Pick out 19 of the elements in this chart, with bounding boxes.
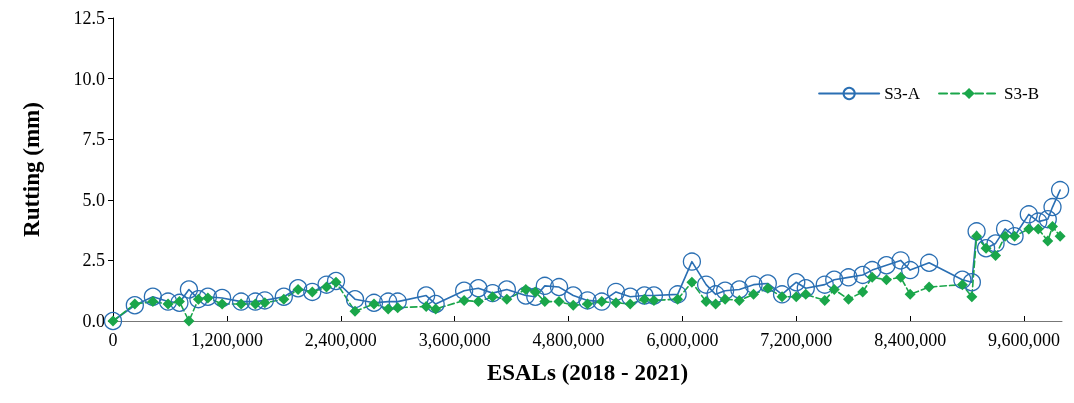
x-tick-label: 9,600,000 — [988, 330, 1061, 350]
y-tick-label: 2.5 — [82, 250, 105, 271]
legend-label: S3-B — [1004, 84, 1040, 103]
y-tick-label: 0.0 — [82, 311, 105, 331]
x-tick-label: 4,800,000 — [532, 330, 605, 350]
y-axis-title: Rutting (mm) — [19, 102, 44, 237]
x-tick-label: 0 — [108, 330, 118, 350]
x-tick-label: 6,000,000 — [646, 330, 719, 350]
y-tick-label: 10.0 — [73, 68, 105, 89]
y-tick-label: 5.0 — [82, 189, 105, 210]
x-tick-label: 2,400,000 — [304, 330, 377, 350]
x-axis-title: ESALs (2018 - 2021) — [486, 360, 689, 385]
x-tick-label: 1,200,000 — [190, 330, 263, 350]
y-tick-label: 7.5 — [82, 129, 105, 150]
x-tick-label: 8,400,000 — [874, 330, 947, 350]
y-tick-label: 12.5 — [73, 8, 105, 28]
legend-label: S3-A — [884, 84, 921, 103]
x-tick-label: 7,200,000 — [760, 330, 833, 350]
x-tick-label: 3,600,000 — [418, 330, 491, 350]
